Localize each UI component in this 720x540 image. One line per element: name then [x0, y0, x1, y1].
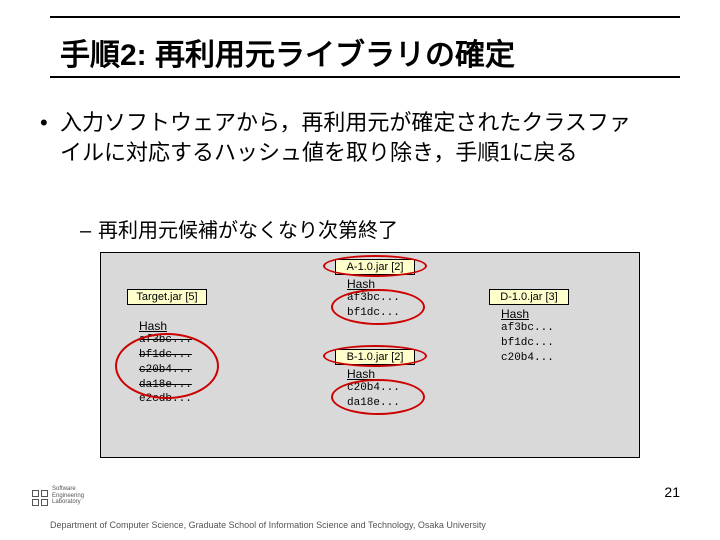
logo-grid-icon [32, 490, 50, 508]
oval-b-label [323, 345, 427, 367]
top-rule [50, 16, 680, 18]
logo-text: Software Engineering Laboratory [52, 486, 84, 506]
bullet-main: •入力ソフトウェアから，再利用元が確定されたクラスファイルに対応するハッシュ値を… [40, 108, 650, 167]
slide-title: 手順2: 再利用元ライブラリの確定 [60, 30, 515, 74]
d-row: c20b4... [501, 351, 554, 366]
d-row: af3bc... [501, 321, 554, 336]
diagram-panel: Target.jar [5] Hash af3bc... bf1dc... c2… [100, 252, 640, 458]
oval-target-rows [115, 333, 219, 399]
d-row: bf1dc... [501, 336, 554, 351]
footer-logo: Software Engineering Laboratory [32, 484, 74, 516]
d-label: D-1.0.jar [3] [500, 291, 557, 303]
bullet-dot: • [40, 108, 60, 138]
oval-a-rows [331, 289, 425, 325]
title-rule [50, 76, 680, 78]
sub-text: 再利用元候補がなくなり次第終了 [98, 220, 398, 242]
d-column: Hash af3bc... bf1dc... c20b4... [501, 307, 554, 366]
target-hash-label: Hash [139, 319, 192, 333]
target-label: Target.jar [5] [136, 291, 197, 303]
oval-a-label [323, 255, 427, 277]
oval-b-rows [331, 379, 425, 415]
bullet-text: 入力ソフトウェアから，再利用元が確定されたクラスファイルに対応するハッシュ値を取… [60, 108, 650, 167]
d-label-box: D-1.0.jar [3] [489, 289, 569, 305]
footer-text: Department of Computer Science, Graduate… [50, 520, 486, 530]
d-hash-label: Hash [501, 307, 554, 321]
sub-bullet: –再利用元候補がなくなり次第終了 [80, 218, 398, 245]
sub-dash: – [80, 218, 98, 245]
target-label-box: Target.jar [5] [127, 289, 207, 305]
page-number: 21 [664, 484, 680, 500]
